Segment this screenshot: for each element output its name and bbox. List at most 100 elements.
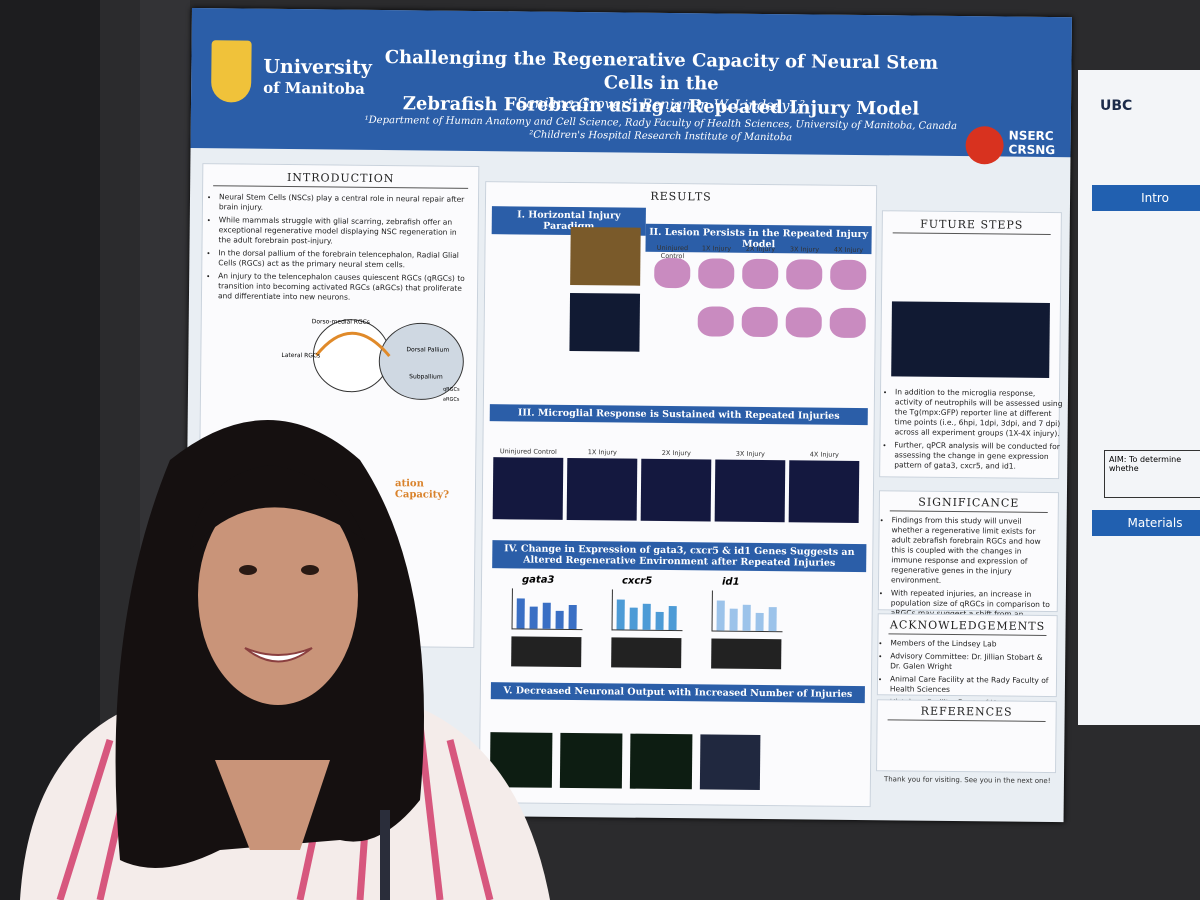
bullet: Animal Care Facility at the Rady Faculty… [890,674,1052,696]
figure-image [891,301,1050,378]
bullet: Findings from this study will unveil whe… [891,515,1054,587]
section-heading: FUTURE STEPS [892,217,1051,236]
figure-image [697,306,734,337]
future-panel: FUTURE STEPS In addition to the microgli… [879,210,1065,480]
side-heading: Intro [1092,185,1200,211]
diagram-label: Dorsal Pallium [406,346,449,353]
references-panel: REFERENCES [876,699,1057,774]
lesion-figure: Uninjured Control 1X Injury 2X Injury 3X In… [649,244,870,356]
chart-bar [568,604,577,630]
eye [239,565,257,575]
figure-image [829,307,866,339]
intro-panel: INTRODUCTION Neural Stem Cells (NSCs) pl… [197,163,480,648]
section-heading: RESULTS [650,189,712,204]
affiliations: ¹Department of Human Anatomy and Cell Sc… [361,114,961,146]
diagram-label: Subpallium [409,373,443,380]
bullet: Members of the Lindsey Lab [890,638,1052,650]
chart-bar [668,606,677,631]
figure-image [698,258,735,289]
crest [211,40,252,103]
panel-label: 2X Injury [661,448,691,458]
logo-line: University [263,55,372,79]
side-aim: AIM: To determine whethe [1104,450,1200,498]
bullet: While mammals struggle with glial scarri… [219,215,470,248]
figure-image [570,226,641,286]
panel-label: 2X Injury [745,244,776,254]
side-poster: UBC Intro AIM: To determine whethe Mater… [1078,70,1200,725]
smile [244,647,313,663]
pallium-shape [378,322,464,400]
side-logo: UBC [1100,98,1133,114]
bullet: An injury to the telencephalon causes qu… [218,271,469,304]
chart-bar [655,611,664,630]
sponsor: NSERC CRSNG [1008,129,1055,157]
section-heading: REFERENCES [887,704,1046,722]
chart-bar [716,600,725,631]
figure-image [714,459,786,523]
chart-bar [642,603,651,630]
side-heading: Materials [1092,510,1200,536]
diagram-label: Lateral RGCs [281,352,320,359]
gene-chart [611,589,683,632]
eye [301,565,319,575]
section-heading: INTRODUCTION [213,170,469,189]
figure-image [569,292,641,352]
figure-image [788,460,860,524]
sponsor-line: NSERC [1008,128,1054,144]
figure-image [786,259,823,290]
figure-image [785,307,822,338]
neck [215,760,330,850]
gel-image [711,638,782,670]
significance-panel: SIGNIFICANCE Findings from this study wi… [877,490,1059,668]
chart-bar [768,607,777,632]
chart-bar [616,599,625,630]
figure-image [699,734,761,790]
chart-bar [729,608,738,631]
figure-image [559,732,623,789]
hair-fringe [190,465,365,550]
bullet: Advisory Committee: Dr. Jillian Stobart … [890,651,1052,673]
future-list: In addition to the microglia response, a… [882,387,1065,475]
panel-label: 3X Injury [789,245,820,254]
person [20,420,550,900]
chart-bar [755,612,764,632]
panel-label: 3X Injury [735,449,765,459]
bullet: In the dorsal pallium of the forebrain t… [218,248,469,271]
chart-bar [629,607,638,630]
logo-line: of Manitoba [263,78,366,98]
chart-bar [742,604,751,631]
face [198,485,358,705]
poster: University of Manitoba Challenging the R… [183,8,1072,823]
gel-image [611,637,682,669]
section-heading: SIGNIFICANCE [889,495,1048,513]
title-line: Challenging the Regenerative Capacity of… [384,47,939,95]
panel-label: 1X Injury [701,244,732,253]
panel-label: 4X Injury [809,450,839,459]
poster-footer: Thank you for visiting. See you in the n… [883,775,1051,786]
panel-label: 4X Injury [833,245,864,255]
figure-image [640,458,712,522]
diagram-label: qRGCs [443,387,460,393]
bullet: In addition to the microglia response, a… [895,387,1066,439]
figure-image [654,257,691,289]
section-heading: ACKNOWLEDGEMENTS [888,618,1047,636]
bullet: Neural Stem Cells (NSCs) play a central … [219,192,470,215]
poster-header: University of Manitoba Challenging the R… [190,8,1072,165]
sponsor-line: CRSNG [1008,142,1056,158]
university-logo: University of Manitoba [263,55,372,100]
diagram-label: aRGCs [443,397,460,403]
figure-image [566,457,638,521]
figure-image [741,306,778,338]
ack-panel: ACKNOWLEDGEMENTS Members of the Lindsey … [876,613,1058,717]
figure-image [629,733,693,790]
gene-chart [711,590,783,633]
gene-label: id1 [721,576,740,588]
nserc-logo [965,126,1004,165]
figure-image [830,259,867,291]
bullet: Further, qPCR analysis will be conducted… [894,440,1064,472]
forebrain-diagram: Dorso-medial RGCs Lateral RGCs Dorsal Pa… [281,318,464,403]
diagram-label: Dorso-medial RGCs [312,318,370,326]
rgc-layer [315,331,391,358]
intro-list: Neural Stem Cells (NSCs) play a central … [206,192,470,304]
